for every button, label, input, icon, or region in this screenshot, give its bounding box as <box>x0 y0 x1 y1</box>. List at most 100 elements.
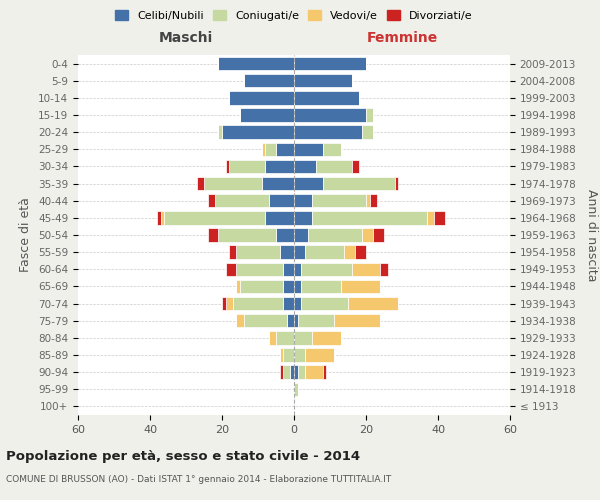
Bar <box>204 177 262 190</box>
Bar <box>294 246 305 259</box>
Bar <box>280 246 294 259</box>
Bar <box>334 314 380 328</box>
Bar <box>215 194 269 207</box>
Bar <box>362 228 373 241</box>
Bar <box>305 348 334 362</box>
Bar <box>294 126 362 139</box>
Bar <box>294 142 323 156</box>
Bar <box>236 262 283 276</box>
Bar <box>294 91 359 104</box>
Legend: Celibi/Nubili, Coniugati/e, Vedovi/e, Divorziati/e: Celibi/Nubili, Coniugati/e, Vedovi/e, Di… <box>111 6 477 25</box>
Bar <box>316 160 352 173</box>
Bar <box>323 366 326 379</box>
Bar <box>312 331 341 344</box>
Bar <box>427 211 434 224</box>
Bar <box>352 160 359 173</box>
Bar <box>294 382 298 396</box>
Bar <box>229 91 294 104</box>
Bar <box>290 366 294 379</box>
Y-axis label: Fasce di età: Fasce di età <box>19 198 32 272</box>
Bar <box>323 177 395 190</box>
Bar <box>233 297 283 310</box>
Text: Femmine: Femmine <box>367 31 437 45</box>
Bar <box>434 211 445 224</box>
Bar <box>294 108 366 122</box>
Bar <box>208 194 215 207</box>
Bar <box>305 246 344 259</box>
Bar <box>164 211 265 224</box>
Bar <box>294 314 298 328</box>
Bar <box>352 262 380 276</box>
Text: Popolazione per età, sesso e stato civile - 2014: Popolazione per età, sesso e stato civil… <box>6 450 360 463</box>
Bar <box>294 366 298 379</box>
Bar <box>294 57 366 70</box>
Bar <box>265 142 276 156</box>
Bar <box>298 366 305 379</box>
Bar <box>294 177 323 190</box>
Bar <box>294 160 316 173</box>
Bar <box>294 211 312 224</box>
Bar <box>240 108 294 122</box>
Bar <box>262 177 294 190</box>
Bar <box>395 177 398 190</box>
Bar <box>218 228 276 241</box>
Bar <box>197 177 204 190</box>
Bar <box>301 280 341 293</box>
Bar <box>294 262 301 276</box>
Bar <box>323 142 341 156</box>
Bar <box>222 126 294 139</box>
Bar <box>380 262 388 276</box>
Bar <box>161 211 164 224</box>
Bar <box>366 194 370 207</box>
Bar <box>348 297 398 310</box>
Bar <box>370 194 377 207</box>
Bar <box>229 246 236 259</box>
Bar <box>276 142 294 156</box>
Bar <box>208 228 218 241</box>
Bar <box>244 74 294 88</box>
Bar <box>312 194 366 207</box>
Bar <box>226 262 236 276</box>
Bar <box>294 348 305 362</box>
Bar <box>236 280 240 293</box>
Bar <box>312 211 427 224</box>
Bar <box>294 331 312 344</box>
Bar <box>298 314 334 328</box>
Bar <box>218 126 222 139</box>
Y-axis label: Anni di nascita: Anni di nascita <box>585 188 598 281</box>
Bar <box>355 246 366 259</box>
Bar <box>362 126 373 139</box>
Bar <box>262 142 265 156</box>
Bar <box>157 211 161 224</box>
Bar <box>283 262 294 276</box>
Bar <box>294 228 308 241</box>
Bar <box>287 314 294 328</box>
Bar <box>269 194 294 207</box>
Bar <box>294 280 301 293</box>
Text: COMUNE DI BRUSSON (AO) - Dati ISTAT 1° gennaio 2014 - Elaborazione TUTTITALIA.IT: COMUNE DI BRUSSON (AO) - Dati ISTAT 1° g… <box>6 475 391 484</box>
Bar <box>283 366 290 379</box>
Bar <box>222 297 226 310</box>
Bar <box>305 366 323 379</box>
Bar <box>308 228 362 241</box>
Bar <box>294 194 312 207</box>
Bar <box>240 280 283 293</box>
Bar <box>341 280 380 293</box>
Bar <box>301 262 352 276</box>
Bar <box>265 211 294 224</box>
Bar <box>283 280 294 293</box>
Bar <box>229 160 265 173</box>
Bar <box>301 297 348 310</box>
Bar <box>294 297 301 310</box>
Bar <box>276 331 294 344</box>
Bar <box>244 314 287 328</box>
Bar <box>283 348 294 362</box>
Bar <box>226 297 233 310</box>
Bar <box>366 108 373 122</box>
Bar <box>226 160 229 173</box>
Bar <box>265 160 294 173</box>
Bar <box>283 297 294 310</box>
Bar <box>218 57 294 70</box>
Bar <box>236 314 244 328</box>
Text: Maschi: Maschi <box>159 31 213 45</box>
